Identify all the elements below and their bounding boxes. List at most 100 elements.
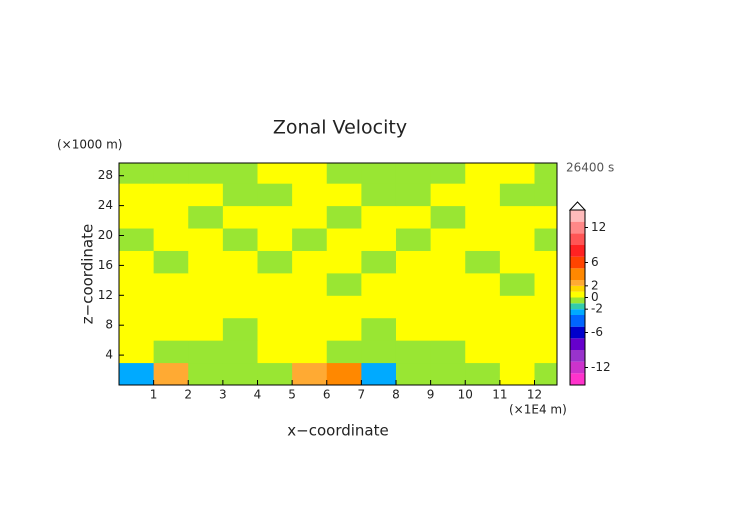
field-cell bbox=[465, 272, 501, 296]
field-cell bbox=[534, 183, 558, 207]
x-tick-label: 11 bbox=[492, 388, 507, 402]
field-cell bbox=[465, 340, 501, 364]
colorbar-band bbox=[570, 315, 585, 327]
field-cell bbox=[257, 340, 293, 364]
field-cell bbox=[188, 250, 224, 274]
field-cell bbox=[465, 295, 501, 319]
colorbar-band bbox=[570, 309, 585, 315]
x-tick-label: 2 bbox=[184, 388, 192, 402]
field-cell bbox=[119, 228, 155, 251]
field-cell bbox=[326, 205, 362, 229]
field-cell bbox=[326, 228, 362, 251]
field-cell bbox=[499, 183, 535, 207]
field-cell bbox=[292, 250, 328, 274]
y-tick-label: 24 bbox=[98, 198, 113, 212]
field-cell bbox=[188, 295, 224, 319]
colorbar-band bbox=[570, 268, 585, 280]
colorbar-tick-label: 2 bbox=[591, 278, 599, 292]
field-cell bbox=[326, 272, 362, 296]
field-cell bbox=[534, 205, 558, 229]
field-cell bbox=[395, 205, 432, 229]
field-cell bbox=[430, 317, 466, 341]
field-cell bbox=[534, 340, 558, 364]
colorbar-band bbox=[570, 280, 585, 286]
field-cell bbox=[326, 250, 362, 274]
y-tick-label: 8 bbox=[105, 318, 113, 332]
field-cell bbox=[430, 250, 466, 274]
field-cell bbox=[395, 163, 432, 184]
field-cell bbox=[153, 228, 189, 251]
y-tick-label: 28 bbox=[98, 168, 113, 182]
field-cell bbox=[499, 295, 535, 319]
field-cell bbox=[257, 228, 293, 251]
contour-field bbox=[119, 163, 558, 386]
field-cell bbox=[188, 163, 224, 184]
field-cell bbox=[222, 250, 258, 274]
field-cell bbox=[119, 272, 155, 296]
field-cell bbox=[222, 362, 258, 386]
field-cell bbox=[292, 272, 328, 296]
field-cell bbox=[395, 295, 432, 319]
field-cell bbox=[292, 340, 328, 364]
x-tick-label: 4 bbox=[254, 388, 262, 402]
field-cell bbox=[395, 250, 432, 274]
field-cell bbox=[499, 317, 535, 341]
field-cell bbox=[153, 205, 189, 229]
colorbar-band bbox=[570, 291, 585, 298]
field-cell bbox=[361, 272, 397, 296]
x-tick-label: 6 bbox=[323, 388, 331, 402]
field-cell bbox=[119, 205, 155, 229]
colorbar-tick-label: 0 bbox=[591, 290, 599, 304]
y-tick-label: 16 bbox=[98, 258, 113, 272]
x-axis-label: x−coordinate bbox=[287, 422, 388, 440]
field-cell bbox=[119, 250, 155, 274]
field-cell bbox=[257, 317, 293, 341]
field-cell bbox=[534, 317, 558, 341]
field-cell bbox=[222, 272, 258, 296]
field-cell bbox=[153, 295, 189, 319]
colorbar-band bbox=[570, 297, 585, 304]
field-cell bbox=[292, 183, 328, 207]
field-cell bbox=[292, 228, 328, 251]
field-cell bbox=[292, 362, 328, 386]
field-cell bbox=[326, 295, 362, 319]
field-cell bbox=[257, 362, 293, 386]
field-cell bbox=[222, 205, 258, 229]
field-cell bbox=[188, 228, 224, 251]
x-unit: (×1E4 m) bbox=[509, 403, 567, 417]
colorbar-band bbox=[570, 338, 585, 350]
colorbar-band bbox=[570, 233, 585, 245]
field-cell bbox=[188, 205, 224, 229]
field-cell bbox=[188, 340, 224, 364]
field-cell bbox=[534, 163, 558, 184]
field-cell bbox=[326, 183, 362, 207]
field-cell bbox=[499, 228, 535, 251]
field-cell bbox=[188, 362, 224, 386]
y-tick-label: 20 bbox=[98, 228, 113, 242]
x-tick-label: 12 bbox=[527, 388, 542, 402]
field-cell bbox=[430, 362, 466, 386]
field-cell bbox=[361, 317, 397, 341]
field-cell bbox=[361, 340, 397, 364]
field-cell bbox=[292, 205, 328, 229]
field-cell bbox=[534, 272, 558, 296]
colorbar-tick-label: -2 bbox=[591, 302, 603, 316]
colorbar-tick-label: 6 bbox=[591, 255, 599, 269]
field-cell bbox=[119, 183, 155, 207]
field-cell bbox=[119, 295, 155, 319]
field-cell bbox=[153, 340, 189, 364]
field-cell bbox=[430, 183, 466, 207]
field-cell bbox=[257, 272, 293, 296]
field-cell bbox=[395, 183, 432, 207]
colorbar-band bbox=[570, 245, 585, 257]
field-cell bbox=[395, 228, 432, 251]
field-cell bbox=[361, 362, 397, 386]
x-tick-label: 5 bbox=[288, 388, 296, 402]
field-cell bbox=[534, 295, 558, 319]
field-cell bbox=[361, 295, 397, 319]
field-cell bbox=[465, 205, 501, 229]
field-cell bbox=[499, 340, 535, 364]
field-cell bbox=[257, 163, 293, 184]
